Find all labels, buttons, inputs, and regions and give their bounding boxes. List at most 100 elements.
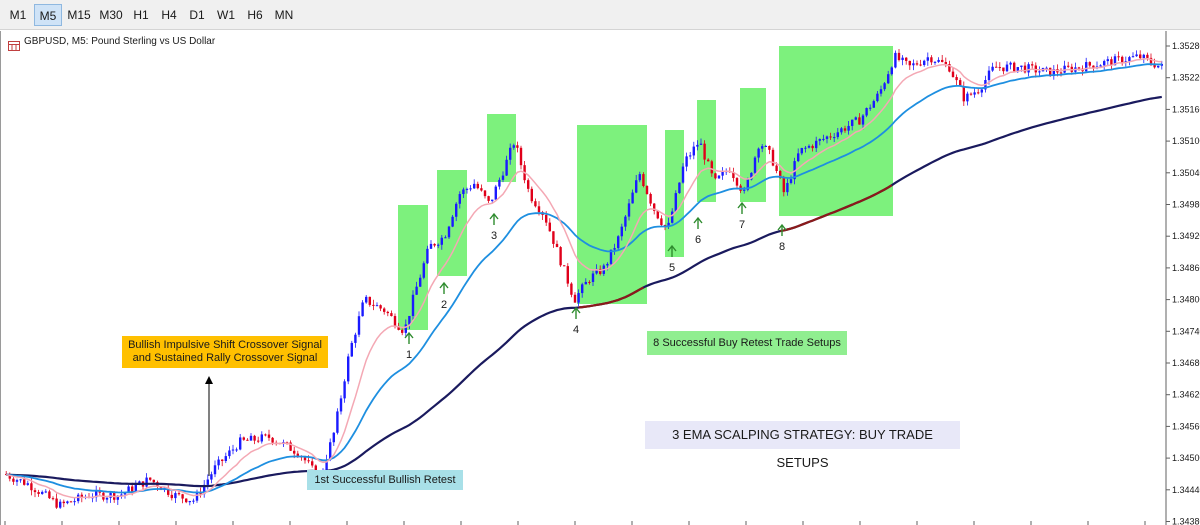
price-label: 1.34860 bbox=[1172, 263, 1200, 273]
ema-slow-highlight-2 bbox=[779, 184, 893, 233]
candle-body bbox=[1009, 62, 1012, 65]
price-label: 1.34800 bbox=[1172, 295, 1200, 305]
candle-body bbox=[120, 494, 123, 496]
candle-body bbox=[883, 83, 886, 90]
candle-body bbox=[1088, 62, 1091, 66]
candle-body bbox=[696, 144, 699, 147]
candle-body bbox=[707, 159, 710, 162]
candle-body bbox=[149, 477, 152, 480]
candle-body bbox=[393, 316, 397, 327]
crossover-arrow-head bbox=[205, 376, 213, 384]
candle-body bbox=[861, 115, 865, 125]
candle-body bbox=[620, 226, 623, 237]
timeframe-toolbar: M1 M5 M15 M30 H1 H4 D1 W1 H6 MN bbox=[0, 0, 1200, 30]
candle-body bbox=[37, 492, 40, 494]
price-label: 1.34440 bbox=[1172, 485, 1200, 495]
candle-body bbox=[548, 222, 551, 232]
setup-arrow-head bbox=[404, 331, 414, 339]
candle-body bbox=[563, 265, 566, 267]
candle-body bbox=[1121, 56, 1124, 63]
candle-body bbox=[800, 147, 803, 154]
setup-number: 6 bbox=[695, 234, 701, 246]
candle-body bbox=[977, 92, 980, 94]
candle-body bbox=[847, 125, 850, 131]
candle-body bbox=[537, 206, 541, 213]
candle-body bbox=[397, 326, 400, 330]
candle-body bbox=[19, 479, 22, 481]
candle-body bbox=[1045, 67, 1048, 69]
candle-body bbox=[465, 188, 469, 190]
chart-title: GBPUSD, M5: Pound Sterling vs US Dollar bbox=[24, 36, 216, 47]
candle-body bbox=[653, 203, 656, 211]
timeframe-h6[interactable]: H6 bbox=[247, 8, 263, 22]
candle-body bbox=[980, 89, 983, 93]
candle-body bbox=[1092, 65, 1095, 69]
candle-body bbox=[476, 183, 479, 189]
candle-body bbox=[30, 483, 33, 491]
setup-markers: 1 2 3 4 5 6 7 8 bbox=[404, 201, 787, 361]
candle-body bbox=[73, 501, 76, 503]
setup-marker-7: 7 bbox=[737, 201, 747, 231]
candle-body bbox=[422, 263, 425, 278]
candle-body bbox=[811, 145, 814, 149]
candle-body bbox=[987, 70, 991, 81]
price-chart[interactable]: 1.35280 1.35220 1.35160 1.35100 1.35040 1.349… bbox=[0, 31, 1200, 525]
setup-number: 7 bbox=[739, 219, 745, 231]
candle-body bbox=[217, 459, 220, 466]
candle-body bbox=[955, 77, 958, 81]
timeframe-d1[interactable]: D1 bbox=[189, 8, 205, 22]
candle-body bbox=[8, 474, 11, 479]
candle-body bbox=[591, 273, 595, 282]
timeframe-m1[interactable]: M1 bbox=[9, 8, 27, 22]
timeframe-w1[interactable]: W1 bbox=[217, 8, 235, 22]
candle-body bbox=[966, 93, 969, 102]
candle-body bbox=[771, 149, 775, 166]
candle-body bbox=[437, 244, 440, 246]
candle-body bbox=[617, 236, 620, 249]
setup-marker-3: 3 bbox=[489, 212, 499, 242]
candle-body bbox=[1103, 61, 1106, 66]
candle-body bbox=[667, 222, 670, 227]
candle-body bbox=[311, 461, 314, 466]
candle-body bbox=[69, 501, 73, 503]
candle-body bbox=[660, 218, 663, 226]
candle-body bbox=[1013, 62, 1016, 72]
candle-body bbox=[905, 57, 908, 61]
timeframe-m15[interactable]: M15 bbox=[67, 8, 91, 22]
candle-body bbox=[804, 147, 807, 149]
setup-arrow-head bbox=[667, 244, 677, 252]
candle-body bbox=[1149, 57, 1153, 64]
candle-body bbox=[991, 66, 994, 71]
timeframe-m30[interactable]: M30 bbox=[99, 8, 123, 22]
candle-body bbox=[1020, 65, 1023, 68]
strategy-title-callout: 3 EMA SCALPING STRATEGY: BUY TRADE SETUP… bbox=[645, 421, 960, 470]
candle-body bbox=[879, 89, 883, 94]
candle-body bbox=[415, 286, 418, 295]
candle-body bbox=[775, 165, 778, 171]
chart-window[interactable] bbox=[0, 31, 1200, 525]
highlight-zone bbox=[697, 100, 716, 202]
candle-body bbox=[527, 180, 530, 189]
candle-body bbox=[51, 498, 55, 500]
chart-window-icon bbox=[8, 38, 20, 51]
candle-body bbox=[15, 480, 19, 482]
candle-body bbox=[131, 486, 134, 492]
candle-body bbox=[408, 315, 411, 325]
candle-body bbox=[1067, 65, 1070, 67]
candle-body bbox=[41, 491, 44, 494]
price-label: 1.34980 bbox=[1172, 200, 1200, 210]
candle-body bbox=[764, 145, 767, 147]
candle-body bbox=[912, 63, 915, 66]
candle-body bbox=[732, 172, 735, 179]
candle-body bbox=[768, 145, 771, 150]
setup-number: 3 bbox=[491, 230, 497, 242]
candle-body bbox=[969, 93, 973, 95]
timeframe-mn[interactable]: MN bbox=[274, 8, 294, 22]
timeframe-h1[interactable]: H1 bbox=[133, 8, 149, 22]
candle-body bbox=[480, 188, 483, 191]
timeframe-h4[interactable]: H4 bbox=[161, 8, 177, 22]
candle-body bbox=[440, 237, 443, 245]
candle-body bbox=[231, 449, 235, 451]
candle-body bbox=[951, 71, 955, 78]
timeframe-m5[interactable]: M5 bbox=[34, 4, 62, 26]
